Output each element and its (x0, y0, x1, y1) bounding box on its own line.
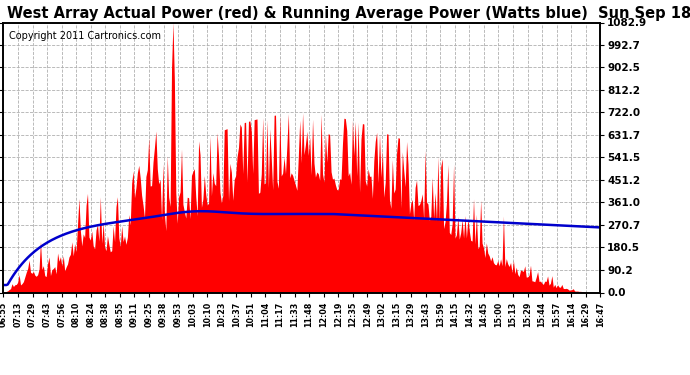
Text: West Array Actual Power (red) & Running Average Power (Watts blue)  Sun Sep 18 1: West Array Actual Power (red) & Running … (7, 6, 690, 21)
Text: Copyright 2011 Cartronics.com: Copyright 2011 Cartronics.com (10, 31, 161, 40)
